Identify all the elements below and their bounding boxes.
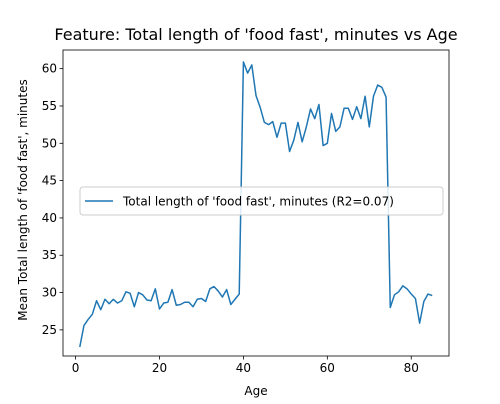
y-tick-label: 25 <box>42 323 57 337</box>
y-tick-label: 40 <box>42 211 57 225</box>
chart-title: Feature: Total length of 'food fast', mi… <box>54 25 457 44</box>
y-tick-label: 30 <box>42 286 57 300</box>
y-tick-label: 45 <box>42 174 57 188</box>
y-axis-label: Mean Total length of 'food fast', minute… <box>16 79 30 320</box>
legend-label: Total length of 'food fast', minutes (R2… <box>122 195 394 209</box>
series-line <box>79 61 433 348</box>
y-tick-label: 60 <box>42 62 57 76</box>
y-tick-label: 35 <box>42 248 57 262</box>
plot-area <box>62 49 450 357</box>
y-tick-label: 55 <box>42 99 57 113</box>
x-tick-label: 0 <box>72 361 80 375</box>
legend: Total length of 'food fast', minutes (R2… <box>79 186 444 216</box>
x-axis-label: Age <box>244 384 267 398</box>
legend-box <box>79 186 444 216</box>
x-axis: 0 20 40 60 80 <box>72 356 419 375</box>
x-tick-label: 20 <box>152 361 167 375</box>
y-axis: 25 30 35 40 45 50 55 60 <box>42 62 63 337</box>
x-tick-label: 40 <box>236 361 251 375</box>
y-tick-label: 50 <box>42 136 57 150</box>
plot-frame <box>62 49 450 357</box>
x-tick-label: 80 <box>404 361 419 375</box>
x-tick-label: 60 <box>320 361 335 375</box>
